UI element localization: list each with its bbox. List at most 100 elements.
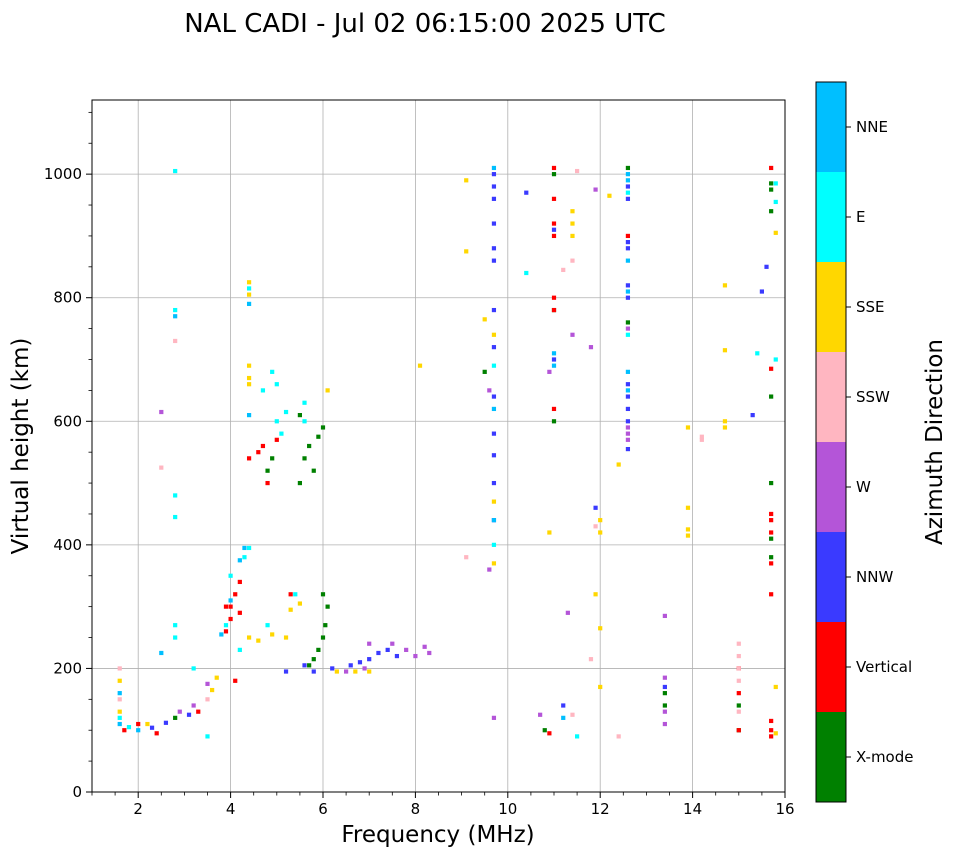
data-point: [491, 165, 497, 171]
data-point: [551, 357, 557, 362]
series-nne: [117, 165, 631, 733]
data-point: [561, 715, 566, 720]
data-point: [357, 660, 363, 665]
data-point: [769, 536, 774, 541]
data-point: [288, 592, 293, 597]
series-vertical: [122, 165, 774, 739]
data-point: [491, 715, 497, 720]
data-point: [547, 731, 552, 736]
data-point: [565, 610, 570, 615]
data-point: [223, 623, 229, 628]
data-point: [736, 653, 741, 659]
data-point: [487, 567, 492, 572]
y-tick-label: 400: [53, 536, 82, 554]
colorbar-tick-label: NNE: [856, 118, 888, 136]
data-point: [769, 511, 774, 517]
data-point: [246, 280, 252, 285]
colorbar-tick-label: Vertical: [856, 658, 912, 676]
data-point: [491, 542, 497, 547]
data-point: [736, 678, 741, 683]
colorbar-tick-label: SSW: [856, 388, 890, 406]
data-point: [219, 632, 224, 637]
data-point: [551, 172, 557, 177]
data-point: [625, 425, 631, 430]
data-point: [246, 286, 252, 291]
data-point: [265, 623, 270, 628]
data-point: [367, 657, 372, 662]
data-point: [616, 462, 621, 467]
data-point: [173, 314, 178, 319]
data-point: [625, 394, 631, 399]
data-point: [625, 178, 631, 183]
data-point: [616, 734, 621, 739]
data-point: [293, 592, 298, 597]
chart-title: NAL CADI - Jul 02 06:15:00 2025 UTC: [184, 9, 666, 39]
data-point: [242, 555, 247, 560]
data-point: [159, 465, 164, 470]
data-point: [330, 666, 335, 671]
data-point: [662, 613, 667, 619]
data-point: [491, 518, 497, 523]
data-point: [246, 375, 252, 381]
colorbar-segment: [816, 172, 846, 262]
x-tick-label: 14: [683, 800, 702, 818]
series-ssw: [117, 168, 741, 739]
data-point: [773, 731, 778, 736]
data-point: [685, 425, 691, 430]
data-point: [311, 468, 316, 473]
data-point: [551, 196, 557, 201]
data-point: [367, 669, 372, 674]
data-point: [491, 307, 497, 313]
data-point: [561, 703, 566, 708]
data-point: [769, 165, 774, 171]
data-point: [173, 493, 178, 498]
data-point: [625, 332, 631, 337]
grid-lines: [92, 100, 785, 792]
data-point: [122, 728, 127, 733]
data-point: [464, 249, 469, 254]
data-point: [260, 388, 266, 393]
data-point: [464, 555, 469, 560]
data-point: [685, 533, 691, 538]
data-point: [154, 731, 159, 736]
data-point: [311, 669, 316, 674]
colorbar-segment: [816, 532, 846, 622]
data-point: [320, 425, 326, 430]
data-point: [491, 431, 497, 436]
data-point: [625, 431, 631, 436]
data-point: [320, 592, 326, 597]
data-point: [205, 697, 210, 702]
data-point: [126, 725, 132, 730]
data-point: [311, 657, 316, 662]
data-point: [625, 388, 631, 393]
data-point: [491, 499, 497, 504]
y-tick-label: 200: [53, 659, 82, 677]
colorbar-tick-label: X-mode: [856, 748, 913, 766]
data-point: [769, 555, 774, 560]
data-point: [367, 641, 372, 646]
data-point: [177, 709, 182, 714]
data-point: [551, 295, 557, 300]
data-point: [593, 592, 598, 597]
data-point: [173, 623, 178, 628]
data-point: [769, 480, 774, 486]
data-point: [413, 653, 418, 659]
data-point: [246, 545, 252, 551]
colorbar-segment: [816, 442, 846, 532]
data-point: [260, 443, 266, 449]
data-point: [769, 181, 774, 186]
data-point: [736, 728, 741, 733]
data-point: [145, 721, 150, 727]
data-point: [246, 456, 252, 461]
data-point: [769, 394, 774, 399]
data-point: [570, 221, 575, 226]
data-point: [625, 165, 631, 171]
x-tick-label: 4: [226, 800, 236, 818]
data-point: [699, 434, 704, 439]
data-point: [722, 425, 728, 430]
data-point: [598, 626, 603, 631]
data-point: [385, 647, 390, 652]
data-point: [117, 697, 122, 702]
data-point: [491, 363, 497, 368]
colorbar-segment: [816, 622, 846, 712]
